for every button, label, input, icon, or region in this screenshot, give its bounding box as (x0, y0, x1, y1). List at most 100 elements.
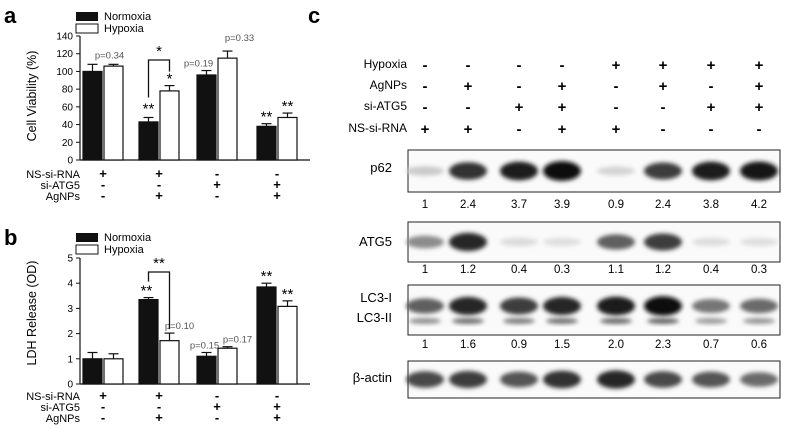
y-tick-label: 140 (56, 32, 73, 43)
blot-band (597, 296, 635, 316)
blot-band-lc3-ii (743, 318, 775, 324)
significance-stars: ** (261, 268, 273, 285)
band-quantification: 0.3 (751, 264, 767, 276)
condition-label: NS-si-RNA (26, 391, 80, 403)
band-quantification: 0.3 (554, 264, 570, 276)
y-tick-label: 80 (62, 85, 74, 96)
blot-band-lc3-ii (647, 318, 679, 324)
blot-band (543, 296, 581, 316)
treatment-label: AgNPs (370, 78, 407, 92)
bar-hypoxia (103, 358, 124, 385)
condition-mark: + (99, 388, 107, 403)
bar-normoxia (196, 355, 217, 385)
treatment-mark: + (464, 121, 473, 138)
band-quantification: 0.9 (608, 199, 624, 211)
bar-hypoxia (103, 65, 124, 161)
legend-swatch-hypoxia (75, 23, 99, 34)
y-tick-label: 5 (67, 254, 73, 265)
condition-mark: + (273, 410, 281, 425)
comparison-bracket (147, 271, 171, 330)
y-tick-label: 20 (62, 138, 74, 149)
blot-label: p62 (370, 160, 392, 175)
blot-band-lc3-ii (546, 318, 578, 324)
blot-band (740, 237, 778, 247)
blot-band (543, 161, 581, 181)
y-tick-label: 0 (67, 380, 73, 391)
condition-mark: + (213, 177, 221, 192)
band-quantification: 4.2 (751, 199, 767, 211)
treatment-mark: - (614, 99, 619, 116)
band-quantification: 3.9 (554, 199, 570, 211)
blot-band (740, 161, 778, 181)
treatment-mark: - (423, 57, 428, 74)
treatment-mark: + (515, 99, 524, 116)
band-quantification: 1 (422, 264, 428, 276)
bar-normoxia (256, 286, 277, 385)
band-quantification: 0.4 (511, 264, 528, 276)
bar-hypoxia (217, 57, 238, 161)
condition-mark: + (273, 399, 281, 414)
legend-a: Normoxia Hypoxia (75, 11, 152, 35)
y-tick-label: 0 (67, 156, 73, 167)
bar-hypoxia (277, 305, 298, 385)
blot-band-lc3-ii (600, 318, 632, 324)
condition-mark: - (215, 188, 219, 203)
condition-mark: + (155, 166, 163, 181)
y-tick-label: 120 (56, 49, 73, 60)
condition-mark: + (155, 188, 163, 203)
treatment-mark: - (423, 99, 428, 116)
blot-band (740, 298, 778, 314)
treatment-mark: + (612, 121, 621, 138)
y-tick-label: 2 (67, 329, 73, 340)
treatment-label: Hypoxia (364, 57, 408, 71)
blot-band (500, 371, 538, 388)
significance-stars: ** (282, 98, 294, 115)
y-tick-label: 60 (62, 102, 74, 113)
legend-b: Normoxia Hypoxia (75, 232, 152, 256)
y-tick-label: 3 (67, 304, 73, 315)
treatment-mark: - (517, 121, 522, 138)
treatment-mark: + (558, 78, 567, 95)
treatment-mark: - (614, 78, 619, 95)
condition-label: AgNPs (46, 191, 81, 203)
legend-swatch-hypoxia (75, 244, 99, 255)
treatment-mark: - (466, 99, 471, 116)
condition-mark: - (101, 410, 105, 425)
condition-mark: - (215, 388, 219, 403)
y-axis-label-a: Cell Viability (%) (25, 51, 39, 142)
blot-band (500, 237, 538, 247)
blot-band (500, 297, 538, 315)
band-quantification: 0.6 (751, 339, 767, 351)
y-axis-label-b: LDH Release (OD) (25, 261, 39, 366)
blot-band (449, 296, 487, 316)
significance-stars: ** (143, 100, 155, 117)
treatment-mark: + (659, 78, 668, 95)
condition-mark: + (155, 410, 163, 425)
treatment-mark: - (661, 99, 666, 116)
legend-swatch-normoxia (76, 233, 98, 242)
treatment-mark: + (558, 121, 567, 138)
treatment-mark: - (466, 57, 471, 74)
treatment-mark: - (423, 78, 428, 95)
blot-band (406, 298, 444, 314)
legend-label-hypoxia: Hypoxia (104, 244, 145, 256)
treatment-mark: - (757, 121, 762, 138)
treatment-mark: + (755, 57, 764, 74)
legend-label-normoxia: Normoxia (104, 11, 152, 23)
p-value: p=0.34 (95, 50, 124, 61)
condition-mark: - (215, 410, 219, 425)
p-value: p=0.19 (184, 59, 213, 70)
band-quantification: 1 (422, 339, 428, 351)
treatment-mark: + (421, 121, 430, 138)
blot-band (543, 237, 581, 247)
blot-label: ATG5 (359, 234, 392, 249)
blot-band (449, 162, 487, 180)
blot-band (406, 166, 444, 176)
blot-band (449, 232, 487, 252)
band-quantification: 1.2 (655, 264, 671, 276)
treatment-mark: - (517, 57, 522, 74)
y-tick-label: 1 (67, 354, 73, 365)
blot-band (543, 370, 581, 389)
condition-mark: - (101, 177, 105, 192)
